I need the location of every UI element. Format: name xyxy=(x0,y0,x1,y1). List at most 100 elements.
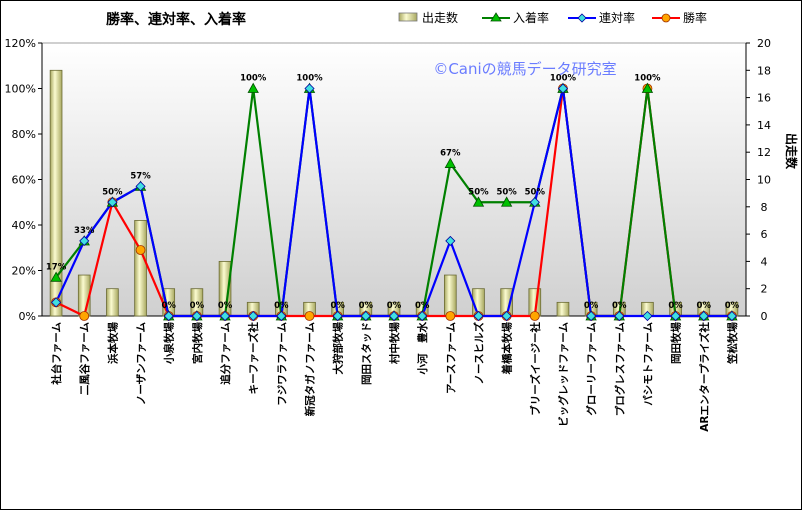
category-label: 岡田牧場 xyxy=(670,322,683,364)
category-label: パシモトファーム xyxy=(642,322,654,406)
category-label: 小河 豊水 xyxy=(416,322,429,376)
marker-diamond xyxy=(332,310,343,322)
marker-diamond xyxy=(276,310,287,322)
marker-diamond xyxy=(670,310,681,322)
legend-bar-swatch xyxy=(398,12,418,22)
data-label: 0% xyxy=(668,301,683,311)
marker-diamond xyxy=(388,310,400,322)
y-right-tick-label: 18 xyxy=(757,64,771,77)
data-label: 0% xyxy=(415,301,430,311)
chart-title: 勝率、連対率、入着率 xyxy=(106,11,246,28)
category-label: 岡田スタッド xyxy=(361,322,373,385)
y-right-tick-label: 12 xyxy=(757,146,771,159)
bar xyxy=(106,288,119,317)
category-label: 二風谷ファーム xyxy=(78,322,91,396)
marker-diamond xyxy=(445,235,456,246)
y-left-tick-label: 0% xyxy=(19,310,36,323)
marker-diamond xyxy=(417,310,428,322)
marker-diamond xyxy=(107,197,118,208)
marker-diamond xyxy=(614,310,625,322)
data-label: 100% xyxy=(634,74,661,84)
data-label: 50% xyxy=(496,187,517,197)
marker-diamond xyxy=(248,310,259,322)
category-label: キーファーズ社 xyxy=(247,322,260,395)
marker-triangle xyxy=(641,82,654,93)
marker-diamond xyxy=(557,83,569,94)
data-label: 0% xyxy=(162,301,177,311)
y-right-tick-label: 8 xyxy=(761,201,768,214)
line-series xyxy=(50,82,738,322)
category-label: アースファーム xyxy=(445,322,457,395)
marker-triangle xyxy=(247,82,259,93)
y-right-tick-label: 2 xyxy=(761,283,768,296)
legend: 出走数 入着率 連対率 勝率 xyxy=(398,10,707,25)
data-label: 0% xyxy=(725,301,740,311)
axes: 0% 20% 40% 60% 80% 100% 120% 0 2 4 6 8 10 12 14 16 18 20 xyxy=(5,37,771,323)
y-right-tick-label: 20 xyxy=(757,37,771,50)
marker-diamond xyxy=(163,310,174,322)
marker-diamond xyxy=(473,310,484,322)
y-left-tick-label: 120% xyxy=(5,37,36,50)
marker-triangle xyxy=(50,271,62,282)
y-left-tick-label: 20% xyxy=(12,265,36,278)
data-label: 0% xyxy=(218,301,233,311)
category-label: ノーザンファーム xyxy=(136,322,148,406)
bar xyxy=(444,274,457,317)
marker-circle xyxy=(79,311,90,321)
category-label: 追分ファーム xyxy=(219,322,232,385)
y-left-tick-label: 60% xyxy=(12,174,36,187)
y-right-tick-label: 4 xyxy=(761,255,768,268)
data-labels: 17% 33% 50% 57% 0% 0% 0% 100% 0% 100% 0% 0% 0% 0% 67% 5… xyxy=(46,74,740,312)
y-left-tick-label: 40% xyxy=(12,219,36,232)
legend-triangle-marker xyxy=(490,12,502,22)
data-label: 50% xyxy=(468,187,489,197)
category-label: 宮内牧場 xyxy=(191,322,204,364)
data-label: 50% xyxy=(525,187,546,197)
data-label: 0% xyxy=(330,301,345,311)
y-right-tick-label: 6 xyxy=(761,228,768,241)
category-label: 小泉牧場 xyxy=(163,322,176,365)
data-label: 57% xyxy=(130,171,151,181)
marker-diamond xyxy=(135,181,146,192)
category-label: プログレスファーム xyxy=(613,322,626,417)
marker-circle xyxy=(445,311,456,321)
category-label: 村中牧場 xyxy=(388,322,401,364)
marker-diamond xyxy=(501,310,512,322)
legend-label-2: 連対率 xyxy=(599,10,635,25)
y-right-tick-label: 14 xyxy=(757,119,771,132)
marker-diamond xyxy=(360,310,371,322)
y-right-tick-label: 16 xyxy=(757,92,771,105)
legend-circle-marker xyxy=(661,13,671,23)
legend-label-1: 入着率 xyxy=(513,10,549,25)
category-label: 新冠タガノファーム xyxy=(304,322,317,417)
legend-label-0: 出走数 xyxy=(422,10,458,25)
category-label: 笠松牧場 xyxy=(726,322,739,365)
data-label: 0% xyxy=(612,301,627,311)
marker-circle xyxy=(304,311,315,321)
y-left-tick-label: 100% xyxy=(5,83,36,96)
data-label: 100% xyxy=(296,74,323,84)
data-label: 0% xyxy=(359,301,374,311)
marker-diamond xyxy=(219,310,231,322)
category-label: ブリーズイージー社 xyxy=(529,322,542,416)
legend-diamond-marker xyxy=(577,13,587,23)
marker-diamond xyxy=(586,310,597,322)
data-label: 67% xyxy=(440,149,461,159)
data-label: 100% xyxy=(240,74,267,84)
legend-label-3: 勝率 xyxy=(683,10,707,25)
marker-triangle xyxy=(500,196,513,207)
category-label: 着橋本牧場 xyxy=(501,322,514,376)
marker-circle xyxy=(135,245,146,255)
y-axis-right-label: 出走数 xyxy=(784,133,799,170)
y-left-tick-label: 80% xyxy=(12,128,36,141)
marker-circle xyxy=(529,311,540,321)
category-labels: 社台ファーム 二風谷ファーム 浜本牧場 ノーザンファーム 小泉牧場 宮内牧場 追分ファーム キ… xyxy=(50,322,739,432)
marker-diamond xyxy=(79,235,90,246)
category-label: ビッグレッドファーム xyxy=(557,322,570,427)
marker-triangle xyxy=(472,196,485,207)
data-label: 0% xyxy=(274,301,289,311)
marker-diamond xyxy=(304,83,315,94)
marker-triangle xyxy=(444,157,456,168)
